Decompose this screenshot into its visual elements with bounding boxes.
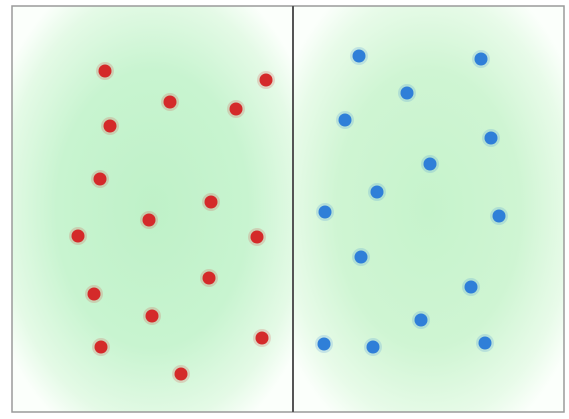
- left-particle: [145, 309, 159, 323]
- right-particle: [366, 340, 380, 354]
- right-particle: [478, 336, 492, 350]
- left-particle: [259, 73, 273, 87]
- left-particle: [87, 287, 101, 301]
- right-particle: [492, 209, 506, 223]
- left-particle: [94, 340, 108, 354]
- container-frame: [11, 5, 565, 413]
- left-particle: [163, 95, 177, 109]
- right-particle: [354, 250, 368, 264]
- left-particle: [255, 331, 269, 345]
- left-particle: [142, 213, 156, 227]
- right-particle: [370, 185, 384, 199]
- right-particle: [338, 113, 352, 127]
- left-particle: [103, 119, 117, 133]
- left-particle: [93, 172, 107, 186]
- right-particle: [474, 52, 488, 66]
- left-particle: [204, 195, 218, 209]
- left-particle: [202, 271, 216, 285]
- right-particle: [352, 49, 366, 63]
- left-particle-group: [69, 62, 275, 383]
- left-particle: [71, 229, 85, 243]
- left-particle: [98, 64, 112, 78]
- left-particle: [174, 367, 188, 381]
- right-particle: [318, 205, 332, 219]
- right-particle: [400, 86, 414, 100]
- right-particle: [484, 131, 498, 145]
- right-particle-group: [315, 47, 508, 356]
- left-particle: [229, 102, 243, 116]
- right-chamber: [293, 6, 564, 412]
- left-chamber: [12, 6, 293, 412]
- left-particle: [250, 230, 264, 244]
- right-particle: [423, 157, 437, 171]
- right-particle: [317, 337, 331, 351]
- right-particle: [464, 280, 478, 294]
- right-particle: [414, 313, 428, 327]
